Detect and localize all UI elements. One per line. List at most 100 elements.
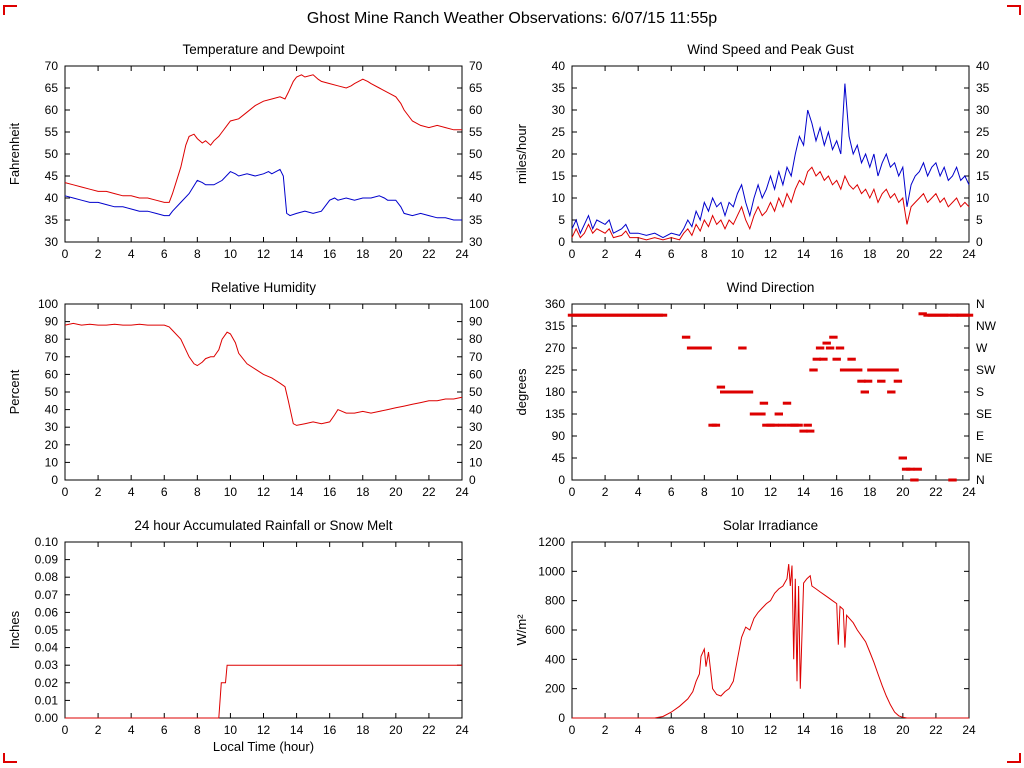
x-tick-label: 16 xyxy=(830,485,844,499)
y-axis-label: miles/hour xyxy=(514,123,529,184)
y-tick-label-right: SE xyxy=(976,407,992,421)
x-tick-label: 6 xyxy=(161,485,168,499)
y-tick-label-right: 60 xyxy=(469,103,483,117)
y-tick-label: 225 xyxy=(545,363,565,377)
x-tick-label: 2 xyxy=(602,723,609,737)
y-tick-label: 0.07 xyxy=(35,588,59,602)
x-tick-label: 16 xyxy=(323,247,337,261)
y-tick-label: 0 xyxy=(51,473,58,487)
chart-title: Wind Direction xyxy=(727,280,815,295)
x-tick-label: 14 xyxy=(290,247,304,261)
y-tick-label: 800 xyxy=(545,594,565,608)
x-tick-label: 4 xyxy=(128,247,135,261)
x-tick-label: 20 xyxy=(896,247,910,261)
y-axis-label: degrees xyxy=(514,368,529,415)
charts-grid: Temperature and Dewpoint 0 2 4 6 8 10 12 14 16 18… xyxy=(0,40,1024,754)
x-tick-label: 24 xyxy=(455,723,469,737)
y-tick-label: 600 xyxy=(545,623,565,637)
y-tick-label-right: 10 xyxy=(469,455,483,469)
y-tick-label: 270 xyxy=(545,341,565,355)
y-tick-label: 50 xyxy=(45,385,59,399)
y-tick-label-right: SW xyxy=(976,363,996,377)
x-tick-label: 22 xyxy=(422,247,436,261)
series-dewpoint xyxy=(64,168,462,221)
plot-frame xyxy=(64,65,463,243)
crop-mark-bottom-right xyxy=(1007,753,1021,763)
series-temperature xyxy=(64,74,462,203)
y-tick-label-right: 40 xyxy=(469,191,483,205)
x-tick-label: 2 xyxy=(95,485,102,499)
y-tick-label-right: 80 xyxy=(469,332,483,346)
y-tick-label: 0.03 xyxy=(35,658,59,672)
x-tick-label: 12 xyxy=(257,723,271,737)
y-tick-label: 10 xyxy=(552,191,566,205)
y-tick-label-right: 30 xyxy=(469,235,483,249)
y-tick-label-right: 30 xyxy=(469,420,483,434)
chart-title: Relative Humidity xyxy=(211,280,316,295)
y-tick-label: 0.02 xyxy=(35,676,59,690)
y-tick-label-right: 70 xyxy=(469,59,483,73)
x-tick-label: 0 xyxy=(62,723,69,737)
y-tick-label-right: 10 xyxy=(976,191,990,205)
x-tick-label: 10 xyxy=(224,723,238,737)
x-tick-label: 0 xyxy=(62,485,69,499)
crop-mark-bottom-left xyxy=(3,753,17,763)
y-tick-label: 180 xyxy=(545,385,565,399)
x-tick-label: 8 xyxy=(194,485,201,499)
x-tick-label: 24 xyxy=(962,485,976,499)
y-tick-label: 30 xyxy=(552,103,566,117)
y-tick-label: 0.04 xyxy=(35,641,59,655)
y-tick-label: 0 xyxy=(558,711,565,725)
y-tick-label: 0.08 xyxy=(35,570,59,584)
x-tick-label: 12 xyxy=(764,247,778,261)
x-axis-label: Local Time (hour) xyxy=(213,739,314,754)
x-tick-label: 8 xyxy=(194,247,201,261)
x-tick-label: 20 xyxy=(389,247,403,261)
x-tick-label: 10 xyxy=(731,247,745,261)
x-tick-label: 6 xyxy=(668,723,675,737)
y-tick-label-right: 90 xyxy=(469,315,483,329)
x-tick-label: 24 xyxy=(962,723,976,737)
y-tick-label: 400 xyxy=(545,652,565,666)
y-tick-label: 10 xyxy=(45,455,59,469)
plot-frame xyxy=(571,541,970,719)
y-axis-label: Fahrenheit xyxy=(7,123,22,186)
chart-relative-humidity: Relative Humidity 0 2 4 6 8 10 12 14 16 18 20 22 24 0… xyxy=(5,278,512,516)
x-tick-label: 14 xyxy=(797,723,811,737)
y-tick-label-right: S xyxy=(976,385,984,399)
chart-title: 24 hour Accumulated Rainfall or Snow Mel… xyxy=(134,518,392,533)
x-tick-label: 22 xyxy=(422,723,436,737)
x-tick-label: 24 xyxy=(962,247,976,261)
y-tick-label: 40 xyxy=(45,191,59,205)
x-tick-label: 22 xyxy=(929,247,943,261)
y-tick-label-right: 50 xyxy=(469,147,483,161)
x-tick-label: 0 xyxy=(569,723,576,737)
x-tick-label: 0 xyxy=(569,247,576,261)
x-tick-label: 24 xyxy=(455,485,469,499)
x-tick-label: 10 xyxy=(731,723,745,737)
x-tick-label: 8 xyxy=(701,247,708,261)
y-tick-label: 200 xyxy=(545,682,565,696)
x-tick-label: 6 xyxy=(668,247,675,261)
y-tick-label: 35 xyxy=(45,213,59,227)
y-tick-label: 30 xyxy=(45,235,59,249)
y-tick-label-right: 40 xyxy=(976,59,990,73)
series-relative-humidity xyxy=(64,322,463,426)
y-tick-label: 90 xyxy=(552,429,566,443)
y-tick-label: 360 xyxy=(545,297,565,311)
y-tick-label: 0 xyxy=(558,473,565,487)
x-tick-label: 0 xyxy=(62,247,69,261)
y-tick-label: 25 xyxy=(552,125,566,139)
x-tick-label: 6 xyxy=(161,247,168,261)
series-accumulated-rainfall xyxy=(65,664,462,719)
y-tick-label-right: 60 xyxy=(469,367,483,381)
y-tick-label-right: 40 xyxy=(469,403,483,417)
x-tick-label: 14 xyxy=(290,485,304,499)
chart-title: Solar Irradiance xyxy=(723,518,818,533)
y-tick-label: 45 xyxy=(552,451,566,465)
chart-wind-direction: Wind Direction 0 2 4 6 8 10 12 14 16 18 20 22 24 0 N 45… xyxy=(512,278,1019,516)
x-tick-label: 16 xyxy=(830,723,844,737)
x-tick-label: 18 xyxy=(863,247,877,261)
y-tick-label: 0.09 xyxy=(35,553,59,567)
y-tick-label-right: N xyxy=(976,297,985,311)
